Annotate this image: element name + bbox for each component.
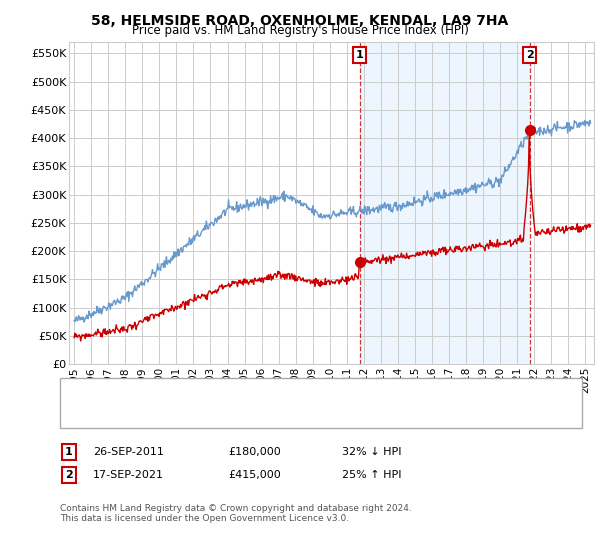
Text: 2: 2: [526, 50, 533, 60]
Bar: [359, 42, 530, 364]
Text: 1: 1: [356, 50, 364, 60]
Text: 25% ↑ HPI: 25% ↑ HPI: [342, 470, 401, 480]
Text: £180,000: £180,000: [228, 447, 281, 457]
Text: £415,000: £415,000: [228, 470, 281, 480]
Text: 1: 1: [65, 447, 73, 457]
Text: 58, HELMSIDE ROAD, OXENHOLME, KENDAL, LA9 7HA: 58, HELMSIDE ROAD, OXENHOLME, KENDAL, LA…: [91, 14, 509, 28]
Text: 2: 2: [65, 470, 73, 480]
Text: HPI: Average price, detached house, Westmorland and Furness: HPI: Average price, detached house, West…: [111, 410, 439, 421]
Text: 26-SEP-2011: 26-SEP-2011: [93, 447, 164, 457]
Text: Contains HM Land Registry data © Crown copyright and database right 2024.
This d: Contains HM Land Registry data © Crown c…: [60, 504, 412, 524]
Text: 58, HELMSIDE ROAD, OXENHOLME, KENDAL, LA9 7HA (detached house): 58, HELMSIDE ROAD, OXENHOLME, KENDAL, LA…: [111, 384, 485, 394]
Text: 32% ↓ HPI: 32% ↓ HPI: [342, 447, 401, 457]
Text: Price paid vs. HM Land Registry's House Price Index (HPI): Price paid vs. HM Land Registry's House …: [131, 24, 469, 37]
Text: 17-SEP-2021: 17-SEP-2021: [93, 470, 164, 480]
